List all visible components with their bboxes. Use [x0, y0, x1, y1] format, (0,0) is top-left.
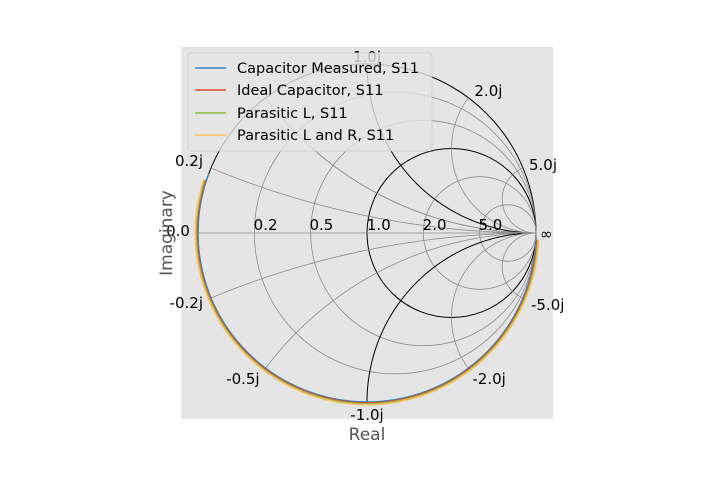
reactance-arc--5: [501, 232, 537, 299]
series-line-2: [195, 179, 539, 405]
legend-label-parasitic-l: Parasitic L, S11: [237, 106, 348, 122]
resistance-label-5.0: 5.0: [478, 216, 502, 234]
series-line-3: [194, 179, 540, 406]
reactance-label-5.0j: 5.0j: [529, 156, 557, 174]
x-axis-label: Real: [349, 425, 386, 445]
reactance-arc--2: [451, 232, 537, 369]
y-axis-label: Imaginary: [157, 190, 177, 276]
reactance-arc--0.5: [265, 232, 536, 369]
resistance-label-0.0: 0.0: [166, 222, 190, 240]
legend: Capacitor Measured, S11 Ideal Capacitor,…: [187, 52, 433, 152]
reactance-arc-0.2: [210, 167, 536, 234]
reactance-arc--1: [366, 232, 537, 402]
reactance-label--2.0j: -2.0j: [472, 370, 505, 388]
resistance-label-2.0: 2.0: [423, 216, 447, 234]
reactance-label--0.5j: -0.5j: [226, 370, 259, 388]
legend-label-capacitor-measured: Capacitor Measured, S11: [237, 61, 419, 77]
resistance-label-0.5: 0.5: [309, 216, 333, 234]
reactance-label-0.2j: 0.2j: [175, 152, 203, 170]
series-line-1: [196, 179, 538, 404]
reactance-label--1.0j: -1.0j: [350, 406, 383, 424]
resistance-label-1.0: 1.0: [367, 216, 391, 234]
series-line-0: [197, 173, 537, 403]
reactance-arc--0.2: [210, 232, 536, 299]
resistance-label-0.2: 0.2: [254, 216, 278, 234]
reactance-arc-5: [501, 167, 537, 234]
series-layer: [194, 173, 540, 406]
reactance-label-2.0j: 2.0j: [474, 82, 502, 100]
reactance-label--5.0j: -5.0j: [531, 296, 564, 314]
legend-label-ideal-capacitor: Ideal Capacitor, S11: [237, 83, 383, 99]
reactance-arc-2: [451, 97, 537, 234]
legend-box: [187, 52, 433, 152]
reactance-label-infinity: ∞: [540, 225, 553, 243]
reactance-label--0.2j: -0.2j: [170, 294, 203, 312]
legend-label-parasitic-l-and-r: Parasitic L and R, S11: [237, 128, 394, 144]
